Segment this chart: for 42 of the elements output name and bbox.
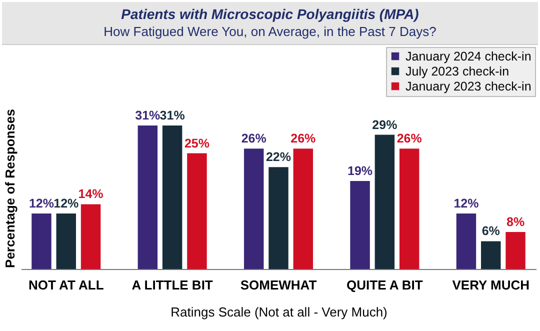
data-label: 14%	[78, 187, 104, 202]
data-label: 31%	[160, 108, 185, 123]
x-axis-title: Ratings Scale (Not at all - Very Much)	[170, 304, 388, 320]
bar	[456, 213, 476, 269]
bar	[32, 213, 52, 269]
data-label: 12%	[54, 196, 79, 210]
bar	[187, 153, 207, 269]
data-label: 19%	[348, 164, 373, 178]
bar	[374, 134, 395, 269]
chart-subtitle: How Fatigued Were You, on Average, in the Past 7 Days?	[102, 24, 438, 39]
y-axis-title: Percentage of Responses	[2, 109, 18, 268]
bar	[481, 241, 501, 269]
bar	[506, 232, 526, 269]
legend-label: July 2023 check-in	[406, 64, 510, 78]
bar	[244, 148, 264, 269]
data-label: 8%	[506, 214, 525, 229]
bar	[350, 181, 370, 269]
data-label: 26%	[290, 132, 316, 146]
legend-label: January 2024 check-in	[406, 49, 532, 64]
chart-title: Patients with Microscopic Polyangiitis (MPA)	[120, 6, 420, 22]
data-label: 22%	[266, 150, 292, 164]
data-label: 26%	[396, 132, 422, 146]
bar	[56, 213, 76, 269]
x-tick-label: NOT AT ALL	[28, 278, 104, 292]
bar	[80, 204, 101, 269]
data-label: 25%	[184, 136, 210, 150]
data-label: 29%	[372, 118, 398, 132]
bar	[268, 167, 288, 269]
data-label: 26%	[241, 132, 266, 146]
x-tick-label: VERY MUCH	[452, 278, 530, 292]
x-tick-label: QUITE A BIT	[346, 278, 423, 292]
x-tick-label: SOMEWHAT	[240, 278, 317, 292]
legend-label: January 2023 check-in	[406, 79, 532, 94]
data-label: 31%	[135, 108, 160, 123]
data-label: 12%	[454, 196, 479, 210]
x-tick-label: A LITTLE BIT	[132, 278, 213, 292]
data-label: 12%	[28, 196, 54, 210]
bar	[162, 126, 182, 269]
bar	[399, 148, 420, 269]
bar	[293, 148, 314, 269]
data-label: 6%	[482, 224, 500, 238]
bar	[138, 126, 158, 269]
